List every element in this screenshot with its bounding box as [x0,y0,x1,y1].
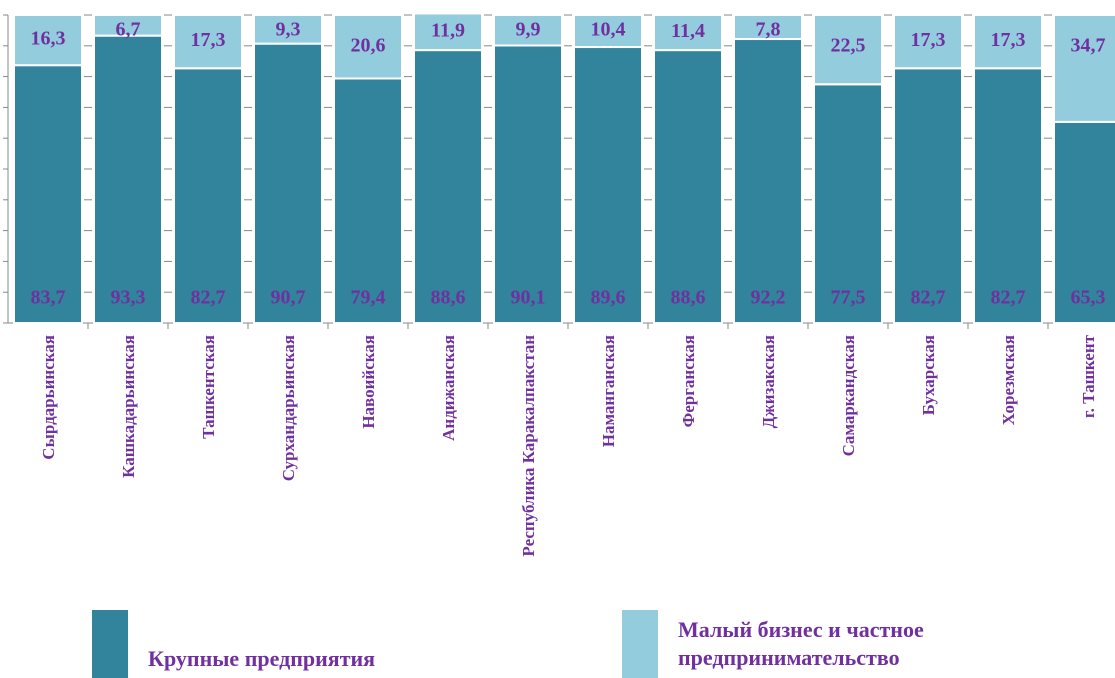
bar-segment [1053,14,1115,123]
value-label: 34,7 [1071,35,1106,57]
value-label: 9,3 [276,19,301,41]
bar-segment [733,14,803,41]
x-tick-label: Андижанская [439,335,458,441]
value-label: 92,2 [751,287,786,309]
value-label: 90,1 [511,287,546,309]
value-label: 22,5 [831,35,866,57]
bar-segment [813,14,883,86]
value-label: 11,9 [431,19,465,41]
value-label: 9,9 [516,19,541,41]
value-label: 10,4 [591,19,626,41]
x-tick-label: Навоийская [359,335,378,429]
legend-swatch [622,610,658,678]
value-label: 90,7 [271,287,306,309]
value-label: 17,3 [191,29,226,51]
bar-segment [413,12,483,52]
x-tick-label: г. Ташкент [1079,334,1098,418]
bar-segment [253,42,323,324]
bar-segment [573,46,643,324]
bar-segment [173,14,243,70]
bar-segment [813,83,883,324]
value-label: 16,3 [31,28,66,50]
bar-segment [253,14,323,45]
bar-segment [173,67,243,324]
value-label: 7,8 [756,19,781,41]
bar-segment [493,14,563,47]
bar-segment [13,14,83,67]
bar-segment [413,49,483,324]
bar-segment [653,14,723,52]
value-label: 17,3 [991,29,1026,51]
bar-segment [973,67,1043,324]
bar-segment [333,14,403,80]
value-label: 65,3 [1071,287,1106,309]
value-label: 88,6 [431,287,466,309]
legend-label: Крупные предприятия [148,646,376,671]
value-label: 88,6 [671,287,706,309]
bar-segment [93,14,163,37]
bar-segment [333,77,403,324]
value-label: 93,3 [111,287,146,309]
x-tick-label: Республика Каракалпакстан [519,335,538,557]
bar-segment [973,14,1043,70]
bar-segment [13,64,83,324]
value-label: 82,7 [911,287,946,309]
legend-swatch [92,610,128,678]
bar-segment [893,67,963,324]
bar-segment [733,38,803,325]
bar-segment [93,34,163,325]
bar-segment [573,14,643,49]
x-tick-label: Бухарская [919,335,938,415]
x-tick-label: Хорезмская [999,335,1018,425]
legend-item: Крупные предприятия [92,610,375,678]
x-tick-label: Кашкадарьинская [119,335,138,478]
bar-segment [1053,120,1115,324]
legend-item: Малый бизнес и частное предпринимательст… [622,610,1008,678]
x-tick-label: Сурхандарьинская [279,335,298,481]
value-label: 77,5 [831,287,866,309]
bar-segment [893,14,963,70]
legend-label: Малый бизнес и частное предпринимательст… [678,617,924,670]
bar-segment [493,44,563,324]
value-label: 83,7 [31,287,66,309]
value-label: 6,7 [116,19,141,41]
x-tick-label: Сырдарьинская [39,335,58,460]
value-label: 11,4 [671,20,705,42]
x-tick-label: Самаркандская [839,335,858,456]
value-label: 20,6 [351,34,386,56]
x-tick-label: Наманганская [599,335,618,447]
x-tick-label: Ташкентская [199,335,218,439]
value-label: 82,7 [191,287,226,309]
bar-segment [653,49,723,324]
value-label: 89,6 [591,287,626,309]
x-tick-label: Джизакская [759,335,778,428]
x-tick-label: Ферганская [679,335,698,427]
value-label: 17,3 [911,29,946,51]
value-label: 79,4 [351,287,386,309]
value-label: 82,7 [991,287,1026,309]
chart: 83,7 16,3 Сырдарьинская 93,3 6,7 Кашкадарьинс… [3,12,1115,557]
